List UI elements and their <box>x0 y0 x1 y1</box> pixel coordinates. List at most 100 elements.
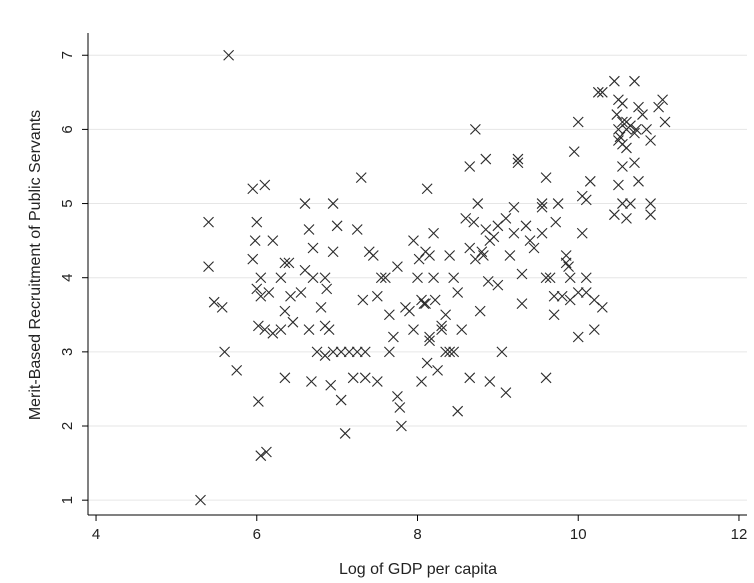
scatter-point <box>645 198 656 209</box>
scatter-point <box>625 198 636 209</box>
scatter-point <box>412 272 423 284</box>
scatter-point <box>528 242 540 254</box>
scatter-point <box>482 276 494 287</box>
scatter-point <box>536 227 548 239</box>
scatter-point <box>299 198 311 209</box>
scatter-point <box>424 335 435 347</box>
scatter-point <box>335 394 347 406</box>
scatter-point <box>343 346 355 358</box>
scatter-point <box>576 227 588 239</box>
scatter-point <box>267 235 279 247</box>
scatter-point <box>564 272 576 284</box>
scatter-point <box>327 198 339 209</box>
scatter-point <box>357 294 369 306</box>
scatter-point <box>252 396 264 407</box>
scatter-point <box>436 324 447 336</box>
scatter-point <box>596 86 608 98</box>
scatter-point <box>540 272 552 284</box>
scatter-point <box>659 116 671 128</box>
scatter-point <box>319 350 331 361</box>
scatter-point <box>287 316 299 328</box>
scatter-point <box>469 253 481 265</box>
scatter-point <box>563 261 574 272</box>
scatter-point <box>614 131 626 143</box>
scatter-point <box>580 194 592 206</box>
scatter-point <box>550 216 562 228</box>
y-axis-title: Merit-Based Recruitment of Public Servan… <box>27 110 44 420</box>
scatter-point <box>645 209 656 221</box>
scatter-point <box>219 346 231 358</box>
scatter-point <box>448 272 460 284</box>
y-tick-label: 5 <box>59 199 76 207</box>
scatter-point <box>303 224 315 235</box>
scatter-point <box>404 305 415 317</box>
scatter-point <box>432 365 443 376</box>
scatter-point <box>392 390 403 402</box>
scatter-point <box>625 120 636 132</box>
scatter-point <box>452 405 464 417</box>
scatter-point <box>335 346 347 358</box>
scatter-point <box>279 372 291 384</box>
scatter-point <box>255 290 267 302</box>
scatter-point <box>504 250 516 261</box>
scatter-point <box>408 235 419 247</box>
scatter-point <box>464 372 476 384</box>
scatter-point <box>572 287 584 298</box>
axes <box>82 33 747 521</box>
scatter-point <box>327 246 339 258</box>
scatter-point <box>321 283 333 295</box>
scatter-point <box>319 272 331 284</box>
x-tick-label: 12 <box>731 526 748 543</box>
scatter-point <box>536 201 548 213</box>
scatter-point <box>653 101 664 113</box>
x-axis-title: Log of GDP per capita <box>339 561 497 578</box>
y-tick-label: 6 <box>59 125 76 133</box>
scatter-point <box>492 279 504 291</box>
scatter-point <box>520 220 532 232</box>
scatter-point <box>508 201 520 213</box>
scatter-point <box>488 231 500 243</box>
scatter-point <box>247 183 259 195</box>
scatter-point <box>596 301 608 313</box>
scatter-point <box>552 198 564 209</box>
scatter-point <box>592 86 604 98</box>
scatter-point <box>611 109 623 120</box>
scatter-point <box>255 450 267 462</box>
scatter-point <box>474 305 486 317</box>
scatter-point <box>371 290 383 302</box>
x-tick-label: 4 <box>92 526 100 543</box>
scatter-point <box>500 212 512 224</box>
scatter-point <box>645 135 656 146</box>
scatter-point <box>617 98 628 109</box>
scatter-point <box>408 324 419 336</box>
scatter-point <box>633 175 644 187</box>
scatter-point <box>285 290 296 302</box>
scatter-point <box>394 402 406 413</box>
scatter-point <box>371 376 383 387</box>
scatter-point <box>315 301 327 313</box>
scatter-point <box>359 372 371 384</box>
scatter-point <box>572 331 584 343</box>
scatter-point <box>279 305 291 317</box>
scatter-point <box>536 198 548 209</box>
scatter-point <box>247 253 259 265</box>
scatter-point <box>440 309 452 321</box>
scatter-point <box>630 124 642 135</box>
scatter-point <box>388 331 399 343</box>
scatter-point <box>544 272 556 284</box>
scatter-point <box>307 242 319 254</box>
scatter-point <box>637 109 648 120</box>
scatter-point <box>629 127 640 139</box>
scatter-point <box>436 320 447 332</box>
x-tick-label: 10 <box>570 526 587 543</box>
scatter-point <box>629 157 640 169</box>
scatter-point <box>560 250 572 261</box>
scatter-point <box>418 298 430 310</box>
scatter-point <box>347 372 359 384</box>
y-tick-label: 1 <box>59 496 76 504</box>
scatter-point <box>195 494 206 506</box>
scatter-point <box>496 346 508 358</box>
scatter-point <box>516 268 528 280</box>
